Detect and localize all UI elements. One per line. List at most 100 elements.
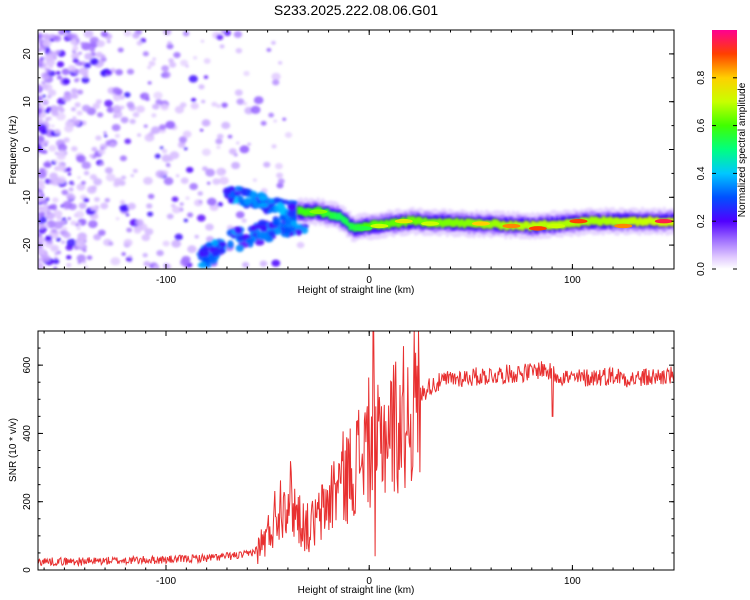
noise-blob bbox=[205, 235, 214, 243]
snr-panel: -100 0 100 0 200 400 600 Height of straight li… bbox=[8, 330, 675, 596]
noise-blob bbox=[83, 30, 94, 38]
ridge-cell bbox=[336, 212, 340, 221]
noise-blob bbox=[189, 183, 198, 191]
ridge-cell bbox=[297, 206, 301, 215]
colorbar-tick-label: 0.4 bbox=[696, 166, 707, 180]
arc-blob bbox=[279, 214, 286, 221]
noise-blob bbox=[89, 154, 94, 158]
snr-series-line bbox=[38, 331, 674, 568]
ridge-cell bbox=[465, 218, 469, 227]
ridge-cell bbox=[614, 217, 618, 226]
noise-blob bbox=[180, 177, 189, 184]
noise-blob bbox=[40, 72, 51, 80]
arc-blob bbox=[250, 225, 257, 232]
noise-blob bbox=[72, 45, 79, 51]
noise-blob bbox=[171, 206, 181, 214]
noise-blob bbox=[108, 241, 114, 246]
ridge-cell bbox=[343, 216, 347, 225]
noise-blob bbox=[268, 112, 275, 118]
arc-blob bbox=[254, 238, 265, 246]
arc-blob bbox=[197, 261, 208, 269]
noise-blob bbox=[90, 205, 97, 211]
noise-blob bbox=[147, 65, 152, 70]
ridge-cell bbox=[331, 211, 335, 220]
noise-blob bbox=[86, 186, 97, 194]
ridge-cell bbox=[333, 211, 337, 220]
spectrogram-xtick-label: -100 bbox=[156, 275, 176, 286]
noise-blob bbox=[275, 162, 283, 170]
noise-blob bbox=[154, 153, 161, 159]
arc-blob bbox=[295, 228, 303, 236]
arc-blob bbox=[290, 220, 298, 227]
ridge-cell bbox=[387, 220, 391, 229]
snr-xtick-label: -100 bbox=[156, 576, 176, 587]
noise-blob bbox=[93, 233, 102, 241]
noise-blob bbox=[212, 178, 221, 185]
ridge-cell bbox=[299, 206, 303, 215]
noise-blob bbox=[179, 102, 187, 108]
noise-blob bbox=[194, 234, 199, 239]
noise-blob bbox=[81, 76, 90, 84]
noise-blob bbox=[55, 237, 61, 242]
noise-blob bbox=[48, 144, 57, 152]
noise-blob bbox=[132, 32, 140, 39]
noise-blob bbox=[64, 32, 69, 36]
noise-blob bbox=[206, 197, 217, 206]
noise-blob bbox=[44, 223, 50, 228]
noise-blob bbox=[49, 38, 55, 42]
noise-blob bbox=[132, 112, 140, 118]
ridge-cell bbox=[494, 219, 498, 228]
noise-blob bbox=[175, 174, 180, 178]
ridge-cell bbox=[631, 216, 635, 225]
noise-blob bbox=[165, 120, 176, 129]
ridge-cell bbox=[616, 217, 620, 226]
spectrogram-ytick-label: -10 bbox=[22, 190, 33, 205]
ridge-cell bbox=[448, 218, 452, 227]
noise-blob bbox=[47, 205, 54, 210]
noise-blob bbox=[233, 30, 243, 38]
noise-blob bbox=[247, 142, 251, 146]
arc-blob bbox=[240, 188, 248, 197]
arc-blob bbox=[236, 235, 245, 242]
noise-blob bbox=[41, 142, 46, 147]
noise-blob bbox=[38, 48, 41, 52]
ridge-hotspot bbox=[528, 226, 547, 231]
arc-blob bbox=[267, 198, 275, 205]
noise-blob bbox=[105, 69, 113, 76]
arc-blob bbox=[258, 202, 269, 208]
ridge-cell bbox=[411, 215, 415, 225]
ridge-cell bbox=[567, 219, 571, 228]
noise-blob bbox=[49, 244, 60, 253]
noise-blob bbox=[52, 258, 60, 265]
ridge-cell bbox=[489, 220, 493, 229]
ridge-cell bbox=[419, 216, 423, 226]
noise-blob bbox=[62, 200, 73, 209]
noise-blob bbox=[47, 94, 52, 99]
noise-blob bbox=[96, 40, 105, 48]
noise-blob bbox=[153, 265, 160, 269]
noise-blob bbox=[46, 106, 52, 111]
noise-blob bbox=[100, 31, 109, 38]
noise-blob bbox=[58, 30, 66, 36]
noise-blob bbox=[104, 167, 113, 174]
noise-blob bbox=[111, 123, 121, 132]
noise-blob bbox=[196, 214, 206, 222]
noise-blob bbox=[75, 210, 85, 219]
noise-blob bbox=[45, 235, 53, 242]
noise-blob bbox=[124, 138, 132, 145]
noise-blob bbox=[243, 70, 250, 77]
noise-blob bbox=[130, 174, 135, 177]
noise-blob bbox=[70, 182, 75, 186]
noise-blob bbox=[198, 200, 203, 204]
noise-blob bbox=[98, 148, 106, 155]
spectrogram-y-label: Frequency (Hz) bbox=[8, 116, 19, 185]
spectrogram-ytick-label: -20 bbox=[22, 237, 33, 252]
ridge-cell bbox=[643, 217, 647, 226]
noise-blob bbox=[56, 250, 62, 255]
noise-blob bbox=[216, 34, 224, 41]
snr-xtick-label: 0 bbox=[366, 576, 372, 587]
noise-blob bbox=[242, 261, 250, 268]
noise-blob bbox=[70, 107, 77, 112]
ridge-cell bbox=[453, 218, 457, 228]
ridge-cell bbox=[301, 207, 305, 216]
